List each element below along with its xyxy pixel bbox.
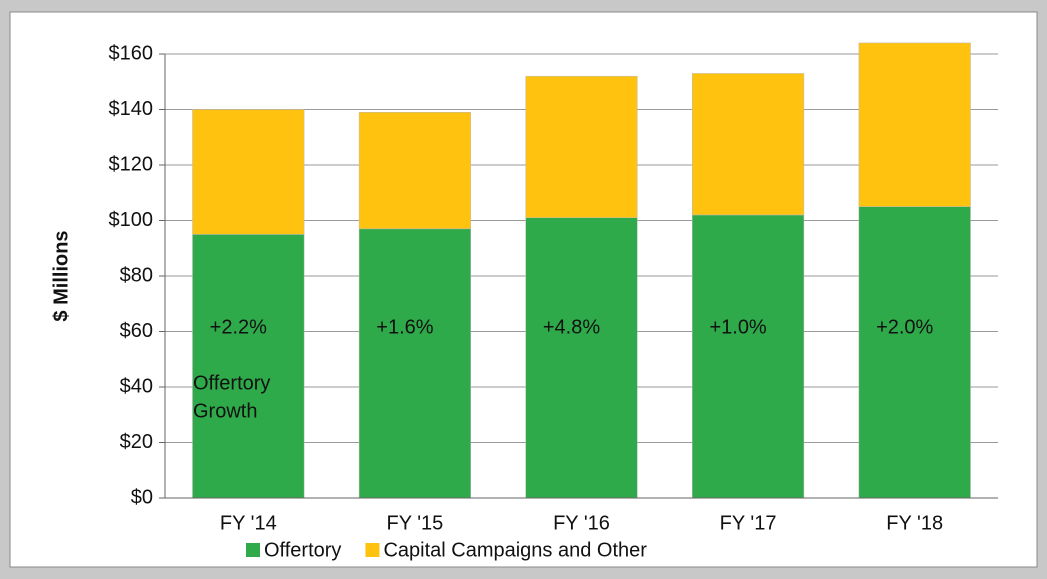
y-tick-label: $20 <box>120 431 153 453</box>
bar-segment <box>192 234 305 499</box>
legend-swatch <box>365 543 380 557</box>
x-tick-label: FY '18 <box>886 512 943 534</box>
legend-label: Offertory <box>264 539 341 561</box>
bar-segment <box>525 217 638 499</box>
growth-label: +2.2% <box>210 316 267 338</box>
bar-segment <box>192 109 305 235</box>
growth-label: +1.0% <box>709 316 766 338</box>
bar-segment <box>858 42 971 207</box>
bar-segment <box>692 73 805 216</box>
growth-caption: Growth <box>193 400 257 422</box>
growth-label: +1.6% <box>376 316 433 338</box>
x-tick-label: FY '15 <box>386 512 443 534</box>
x-tick-label: FY '17 <box>720 512 777 534</box>
y-tick-label: $60 <box>120 320 153 342</box>
legend-swatch <box>246 543 260 557</box>
y-tick-label: $0 <box>131 486 153 508</box>
y-tick-label: $140 <box>109 98 154 120</box>
y-tick-label: $100 <box>109 209 154 231</box>
bar-segment <box>358 228 471 499</box>
legend-label: Capital Campaigns and Other <box>383 539 647 561</box>
bar-segment <box>358 112 471 230</box>
growth-caption: Offertory <box>193 372 270 394</box>
y-tick-label: $80 <box>120 264 153 286</box>
growth-label: +2.0% <box>876 316 933 338</box>
bar-segment <box>858 206 971 499</box>
x-tick-label: FY '14 <box>220 512 277 534</box>
bar-segment <box>525 75 638 218</box>
y-axis-label: $ Millions <box>50 230 72 321</box>
y-tick-label: $160 <box>109 42 154 64</box>
growth-label: +4.8% <box>543 316 600 338</box>
x-tick-label: FY '16 <box>553 512 610 534</box>
y-tick-label: $120 <box>109 153 154 175</box>
y-tick-label: $40 <box>120 375 153 397</box>
bar-segment <box>692 214 805 499</box>
